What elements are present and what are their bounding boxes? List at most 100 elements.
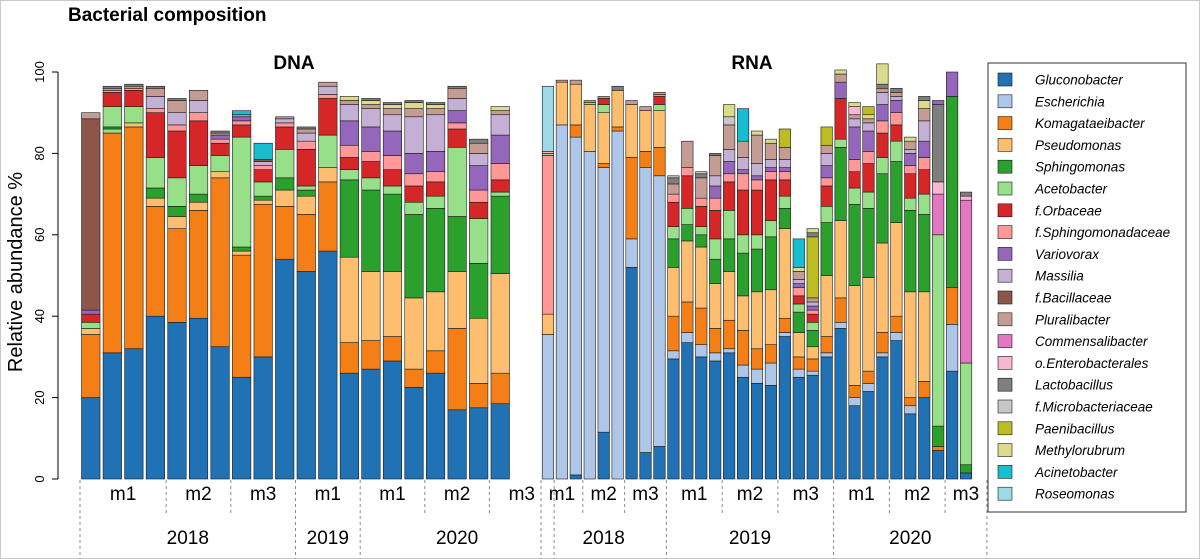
month-label: m2 — [444, 484, 470, 505]
bar-segment-pluralibacter — [862, 118, 875, 124]
y-axis: 0 20 40 60 80 100 — [32, 61, 59, 483]
bar-segment-pseudomonas — [778, 228, 791, 319]
bar-segment-gluconobacter — [188, 317, 209, 480]
bar-segment-massilia — [918, 120, 931, 142]
bar-segment-methylorubrum — [723, 104, 736, 118]
legend-swatch-acetobacter — [997, 181, 1013, 196]
bar-segment-gluconobacter — [597, 431, 610, 480]
bar-segment-lactobacillus — [918, 96, 931, 101]
bar-segment-komagataeibacter — [611, 126, 624, 132]
bar-segment-massilia — [820, 153, 833, 166]
legend-label-komagataeibacter: Komagataeibacter — [1035, 116, 1145, 131]
bar-segment-komagataeibacter — [695, 307, 708, 345]
legend-label-f-orbaceae: f.Orbaceae — [1035, 203, 1102, 218]
bar-segment-pluralibacter — [232, 114, 252, 118]
bar-segment-massilia — [339, 104, 359, 122]
bar-segment-sphingomonas — [750, 248, 764, 293]
legend-label-sphingomonas: Sphingomonas — [1035, 160, 1125, 175]
y-tick-label: 0 — [32, 475, 47, 482]
bar-segment-pluralibacter — [188, 90, 209, 101]
bar-segment-pseudomonas — [667, 267, 680, 317]
year-label: 2019 — [729, 528, 771, 549]
legend-swatch-paenibacillus — [997, 421, 1013, 436]
bar-segment-escherichia — [583, 151, 596, 480]
bar-segment-komagataeibacter — [447, 328, 467, 411]
bar-segment-f-orbaceae — [102, 92, 122, 107]
bar-segment-escherichia — [625, 238, 638, 268]
bar-segment-methylorubrum — [764, 138, 777, 144]
bar-segment-methylorubrum — [361, 100, 381, 105]
legend-swatch-commensalibacter — [997, 334, 1013, 348]
bar-segment-komagataeibacter — [862, 370, 875, 384]
bar-segment-gluconobacter — [426, 372, 446, 480]
legend-label-methylorubrum: Methylorubrum — [1035, 443, 1125, 458]
bar-segment-sphingomonas — [806, 330, 819, 348]
legend-swatch-variovorax — [997, 247, 1013, 261]
bar-segment-roseomonas — [541, 85, 555, 152]
bar-segment-f-sphingomonadaceae — [820, 177, 833, 187]
legend-label-acinetobacter: Acinetobacter — [1034, 465, 1118, 480]
bar-segment-sphingomonas — [932, 425, 945, 447]
bar-segment-gluconobacter — [792, 376, 805, 480]
bar-segment-variovorax — [404, 153, 424, 175]
bar-segment-f-sphingomonadaceae — [750, 179, 764, 191]
bar-segment-escherichia — [820, 352, 833, 358]
bar-segment-pseudomonas — [890, 222, 903, 317]
bar-segment-pseudomonas — [737, 295, 750, 331]
bar-segment-pseudomonas — [611, 90, 624, 128]
bar-segment-variovorax — [806, 305, 819, 311]
bar-segment-variovorax — [820, 165, 833, 179]
bar-segment-acetobacter — [318, 134, 338, 168]
bar-segment-pluralibacter — [653, 92, 666, 95]
month-label: m2 — [590, 484, 616, 505]
bar-segment-f-orbaceae — [188, 120, 209, 166]
bar-segment-f-orbaceae — [737, 189, 750, 236]
bar-segment-pseudomonas — [275, 189, 295, 207]
bar-segment-pseudomonas — [723, 271, 736, 321]
bar-segment-pluralibacter — [778, 147, 791, 160]
bar-segment-methylorubrum — [792, 267, 805, 272]
bar-segment-pseudomonas — [653, 110, 666, 148]
bar-segment-escherichia — [653, 175, 666, 447]
bar-segment-gluconobacter — [904, 413, 917, 480]
bar-segment-sphingomonas — [382, 193, 403, 272]
bar-segment-acetobacter — [145, 157, 165, 189]
bar-segment-acetobacter — [750, 234, 764, 250]
bar-segment-komagataeibacter — [876, 332, 889, 354]
bar-segment-f-sphingomonadaceae — [210, 138, 230, 144]
bar-segment-f-sphingomonadaceae — [253, 165, 273, 170]
bar-segment-komagataeibacter — [404, 368, 424, 388]
bar-segment-komagataeibacter — [918, 381, 931, 398]
bar-segment-gluconobacter — [932, 450, 945, 480]
bar-segment-pluralibacter — [597, 96, 610, 99]
bar-segment-acetobacter — [695, 226, 708, 236]
bar-segment-f-orbaceae — [296, 149, 316, 187]
bar-segment-methylorubrum — [339, 96, 359, 101]
bar-segment-massilia — [806, 301, 819, 307]
bar-segment-acinetobacter — [737, 108, 750, 142]
bar-segment-komagataeibacter — [167, 228, 187, 323]
bar-segment-pseudomonas — [469, 317, 489, 384]
legend-swatch-o-enterobacterales — [997, 356, 1013, 370]
bar-segment-massilia — [361, 108, 381, 128]
bar-segment-methylorubrum — [806, 228, 819, 234]
bar-segment-f-sphingomonadaceae — [695, 197, 708, 207]
bar-segment-escherichia — [597, 167, 610, 433]
bar-segment-sphingomonas — [275, 177, 295, 191]
bar-segment-komagataeibacter — [667, 315, 680, 352]
bar-segment-sphingomonas — [339, 179, 359, 258]
bar-segment-escherichia — [695, 344, 708, 358]
bar-segment-methylorubrum — [904, 136, 917, 142]
legend-swatch-roseomonas — [997, 486, 1013, 501]
bar-segment-f-sphingomonadaceae — [848, 159, 861, 173]
bar-segment-sphingomonas — [102, 126, 122, 130]
bar-segment-gluconobacter — [834, 328, 847, 480]
bar-segment-escherichia — [723, 348, 736, 354]
bar-segment-lactobacillus — [124, 83, 144, 87]
bar-segment-komagataeibacter — [932, 446, 945, 451]
bar-segment-f-orbaceae — [834, 98, 847, 140]
bar-segment-gluconobacter — [253, 356, 273, 480]
bar-segment-escherichia — [890, 332, 903, 341]
bar-segment-sphingomonas — [426, 208, 446, 293]
bar-segment-f-sphingomonadaceae — [145, 108, 165, 113]
